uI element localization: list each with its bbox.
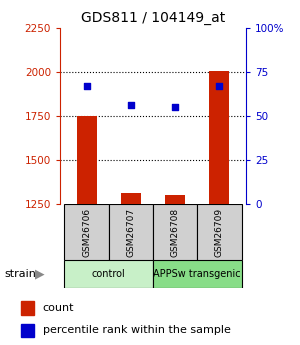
- Point: [128, 102, 133, 108]
- Text: strain: strain: [4, 269, 36, 279]
- Bar: [165, 195, 185, 204]
- Text: percentile rank within the sample: percentile rank within the sample: [43, 325, 231, 335]
- Title: GDS811 / 104149_at: GDS811 / 104149_at: [81, 11, 225, 25]
- Text: ▶: ▶: [34, 268, 44, 281]
- Bar: [121, 193, 141, 204]
- Point: [84, 83, 89, 88]
- Bar: [64, 204, 109, 260]
- Text: GSM26706: GSM26706: [82, 207, 91, 257]
- Bar: [197, 204, 242, 260]
- Point: [173, 104, 178, 110]
- Bar: [64, 260, 153, 288]
- Bar: [21, 324, 34, 337]
- Bar: [109, 204, 153, 260]
- Bar: [153, 204, 197, 260]
- Bar: [209, 71, 230, 204]
- Text: GSM26707: GSM26707: [126, 207, 135, 257]
- Point: [217, 83, 222, 88]
- Text: APPSw transgenic: APPSw transgenic: [154, 269, 241, 279]
- Bar: [21, 301, 34, 315]
- Bar: [153, 260, 242, 288]
- Text: GSM26709: GSM26709: [215, 207, 224, 257]
- Bar: [76, 116, 97, 204]
- Text: control: control: [92, 269, 126, 279]
- Text: GSM26708: GSM26708: [171, 207, 180, 257]
- Text: count: count: [43, 303, 74, 313]
